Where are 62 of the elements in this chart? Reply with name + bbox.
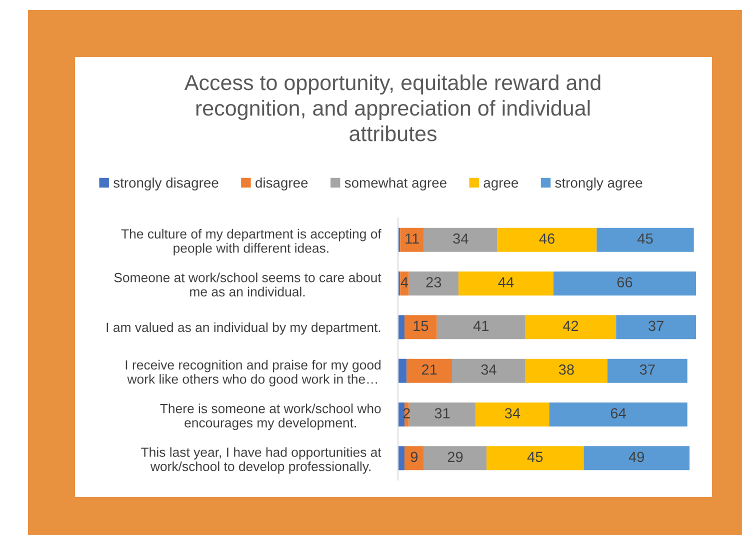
data-label: 31 (434, 408, 450, 418)
y-tick-label: I am valued as an individual by my department. (106, 322, 380, 335)
bar (436, 315, 526, 340)
bar (400, 271, 409, 296)
bar (476, 402, 550, 427)
data-label: 42 (562, 320, 578, 331)
bar (398, 315, 404, 340)
bar (398, 358, 407, 383)
y-tick-label: I receive recognition and praise for my good work like others who do good work in the… (126, 360, 381, 386)
data-label: 15 (414, 320, 428, 332)
bar (424, 228, 498, 252)
legend-label: strongly disagree (113, 178, 218, 190)
bar (616, 315, 696, 340)
legend-label: strongly agree (555, 178, 642, 190)
data-label: 29 (448, 452, 463, 462)
data-label: 11 (406, 234, 419, 244)
y-tick-label: There is someone at work/school who encourages my development. (160, 404, 381, 430)
chart-title: Access to opportunity, equitable reward and recognition, and appreciation of individual attributes (184, 74, 600, 142)
bar (486, 446, 584, 470)
data-label: 21 (422, 364, 437, 375)
data-label: 41 (473, 320, 489, 331)
data-label: 4 (400, 277, 408, 288)
data-label: 66 (617, 277, 632, 288)
bar (398, 446, 404, 470)
data-label: 23 (426, 277, 442, 288)
data-label: 9 (410, 452, 418, 462)
legend-label: somewhat agree (344, 178, 446, 190)
data-label: 49 (628, 452, 644, 462)
bar (549, 402, 688, 427)
bar (400, 228, 424, 252)
legend-label: agree (484, 180, 518, 190)
bar (596, 228, 694, 252)
bar (458, 271, 554, 296)
data-label: 37 (648, 320, 664, 332)
bar (525, 358, 608, 383)
bar (525, 315, 616, 340)
bar (406, 358, 452, 383)
bar (408, 271, 458, 296)
y-tick-label: Someone at work/school seems to care about me as an individual. (114, 272, 382, 296)
bar (404, 446, 424, 470)
y-tick-label: The culture of my department is accepting of people with different ideas. (121, 228, 382, 256)
bar (497, 228, 597, 252)
bar (424, 446, 487, 470)
data-label: 45 (527, 452, 543, 462)
data-label: 46 (539, 233, 554, 244)
bar (404, 315, 437, 340)
data-label: 34 (481, 364, 496, 375)
data-label: 64 (610, 408, 626, 418)
bar (398, 402, 404, 427)
data-label: 44 (498, 277, 514, 288)
legend-label: disagree (256, 178, 308, 190)
bar (553, 271, 696, 296)
data-label: 34 (453, 233, 468, 244)
data-label: 45 (637, 234, 653, 244)
data-label: 37 (640, 364, 655, 375)
bar (584, 446, 690, 470)
data-label: 34 (504, 408, 520, 418)
bar (607, 358, 688, 383)
y-tick-label: This last year, I have had opportunities at work/school to develop professionally. (141, 447, 382, 474)
bar (452, 358, 526, 383)
bar (408, 402, 476, 427)
data-label: 38 (558, 364, 574, 375)
